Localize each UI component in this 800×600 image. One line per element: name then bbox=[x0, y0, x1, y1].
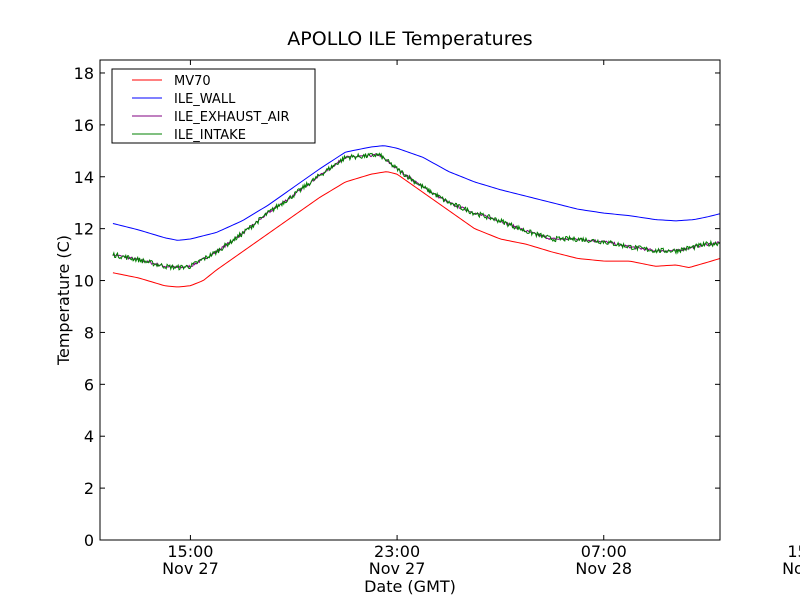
legend-label: ILE_WALL bbox=[174, 92, 236, 107]
legend-label: MV70 bbox=[174, 74, 211, 89]
x-axis-label: Date (GMT) bbox=[364, 577, 456, 596]
y-tick-label: 12 bbox=[74, 220, 94, 239]
legend-label: ILE_INTAKE bbox=[174, 128, 246, 143]
x-tick-label-time: 15:00 bbox=[167, 542, 213, 561]
legend: MV70 ILE_WALL ILE_EXHAUST_AIR ILE_INTAKE bbox=[111, 68, 316, 144]
x-tick-label-date: Nov 27 bbox=[369, 559, 426, 578]
series-layer bbox=[112, 145, 720, 288]
chart-title: APOLLO ILE Temperatures bbox=[287, 28, 532, 50]
series-line-mv70 bbox=[112, 171, 720, 288]
y-tick-label: 8 bbox=[84, 323, 94, 342]
y-tick-label: 14 bbox=[74, 168, 94, 187]
y-tick-label: 4 bbox=[84, 427, 94, 446]
y-tick-label: 10 bbox=[74, 272, 94, 291]
series-line-ile-wall bbox=[112, 145, 720, 241]
x-tick-label-date: Nov 28 bbox=[782, 559, 800, 578]
y-tick-label: 16 bbox=[74, 116, 94, 135]
x-tick-label-time: 15:00 bbox=[787, 542, 800, 561]
legend-box bbox=[111, 68, 316, 144]
y-tick-label: 18 bbox=[74, 64, 94, 83]
y-axis-label: Temperature (C) bbox=[54, 235, 73, 366]
y-tick-label: 0 bbox=[84, 531, 94, 550]
legend-label: ILE_EXHAUST_AIR bbox=[174, 110, 290, 125]
y-tick-label: 6 bbox=[84, 375, 94, 394]
x-tick-label-time: 23:00 bbox=[374, 542, 420, 561]
x-tick-label-date: Nov 27 bbox=[162, 559, 219, 578]
y-tick-label: 2 bbox=[84, 479, 94, 498]
series-line-ile-intake bbox=[112, 152, 720, 271]
x-tick-label-date: Nov 28 bbox=[575, 559, 632, 578]
x-tick-label-time: 07:00 bbox=[581, 542, 627, 561]
plot-area bbox=[112, 145, 720, 288]
plot-frame bbox=[99, 59, 721, 541]
